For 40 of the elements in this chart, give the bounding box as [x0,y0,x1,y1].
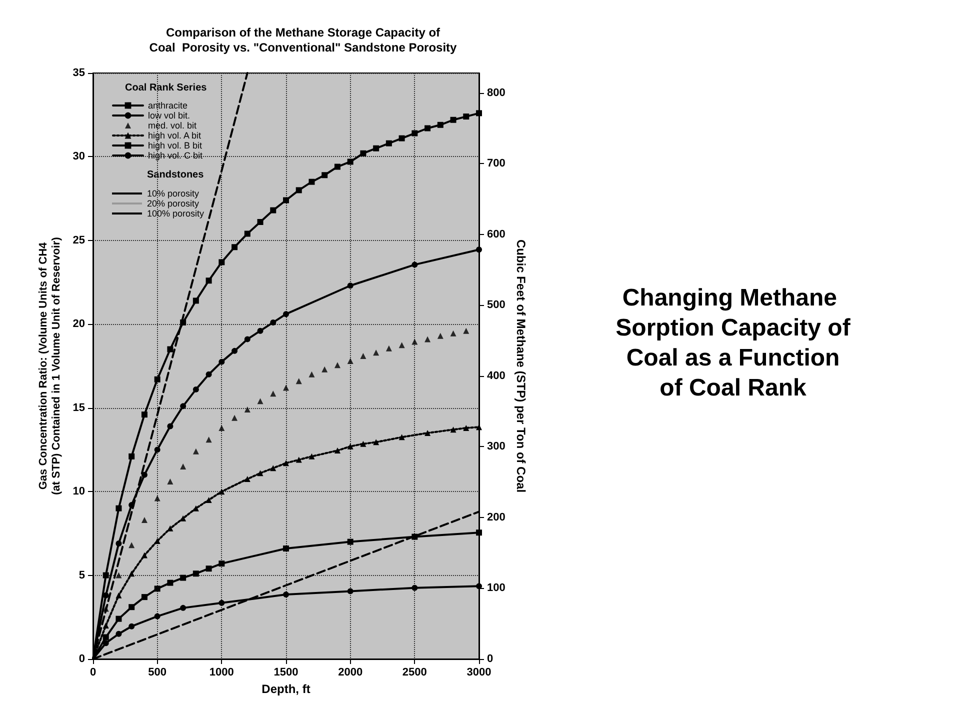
x-tick-label: 0 [90,666,96,678]
y2-tick-label: 200 [487,511,506,524]
y-tick-label: 0 [78,653,85,665]
y2-axis-title: Cubic Feet of Methane (STP) per Ton of Coal [514,239,528,493]
text: Changing Methane Sorption Capacity of Coal as a Function of Coal Rank [616,284,852,402]
y-tick-label: 35 [72,67,85,79]
legend-label: low vol bit. [148,110,190,120]
x-tick-label: 1000 [209,666,234,678]
y-tick-label: 20 [72,318,85,330]
y2-tick-label: 600 [487,228,506,240]
y2-tick-label: 800 [487,86,506,99]
y-tick-label: 15 [72,402,85,414]
x-tick-label: 1500 [274,666,298,678]
x-tick-label: 2000 [338,666,363,678]
chart-subtitle: Comparison of the Methane Storage Capacity of Coal Porosity vs. "Conventional" Sandstone Porosity [149,26,458,54]
y-tick-label: 10 [72,486,85,498]
y2-tick-label: 400 [487,370,506,382]
legend-label: med. vol. bit [148,120,198,130]
legend-label: 20% porosity [147,198,200,208]
y-tick-label: 5 [78,569,85,582]
legend-label: high vol. C bit [148,150,204,160]
legend-label: anthracite [148,100,188,110]
y2-tick-label: 700 [487,158,506,170]
y2-tick-label: 100 [487,582,506,594]
x-tick-label: 2500 [402,666,427,678]
legend-title: Coal Rank Series [125,82,208,94]
y2-tick-label: 0 [487,653,494,665]
y-tick-label: 30 [72,150,85,163]
x-tick-label: 3000 [466,666,492,678]
annotation: Sandstones [147,170,204,180]
legend-label: 100% porosity [147,208,205,218]
x-axis-title: Depth, ft [262,682,310,696]
y2-tick-label: 300 [487,440,506,453]
legend-label: 10% porosity [147,188,200,198]
legend-label: high vol. B bit [148,140,203,150]
x-tick-label: 500 [148,666,167,678]
legend-label: high vol. A bit [148,130,202,140]
y2-tick-label: 500 [487,299,506,312]
y-axis-title: Gas Concentration Ratio: (Volume Units of CH4 (at STP) Contained in 1 Volume Unit of Reservoir) [38,236,62,495]
y-tick-label: 25 [72,234,85,246]
